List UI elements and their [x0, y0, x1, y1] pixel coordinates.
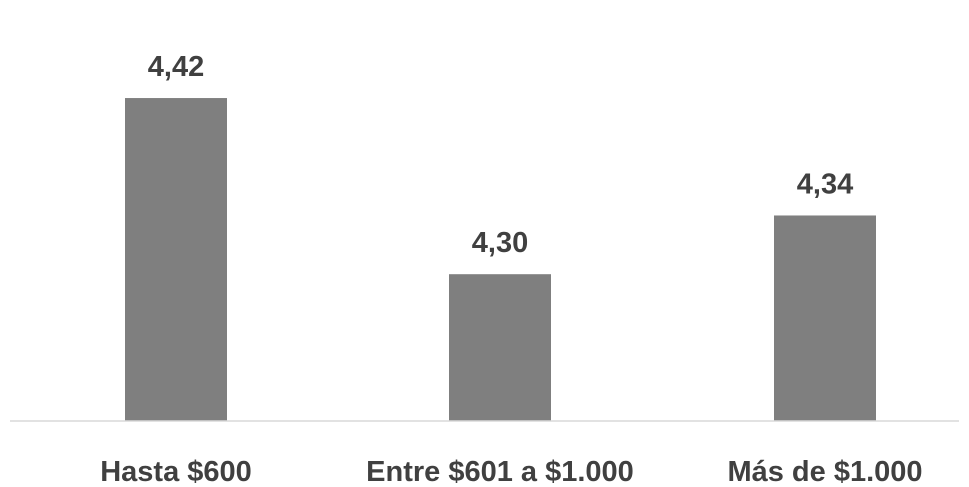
bar-1 — [125, 98, 227, 421]
bar-2 — [449, 274, 551, 421]
category-label-3: Más de $1.000 — [727, 456, 922, 487]
category-label-2: Entre $601 a $1.000 — [366, 456, 634, 487]
value-labels-group: 4,42 4,30 4,34 — [148, 51, 853, 259]
category-label-1: Hasta $600 — [100, 456, 252, 487]
value-label-1: 4,42 — [148, 51, 204, 83]
category-labels-group: Hasta $600 Entre $601 a $1.000 Más de $1.0… — [100, 456, 922, 487]
bar-3 — [774, 215, 876, 421]
value-label-3: 4,34 — [797, 168, 853, 200]
bars-group — [125, 98, 876, 421]
value-label-2: 4,30 — [472, 227, 528, 259]
